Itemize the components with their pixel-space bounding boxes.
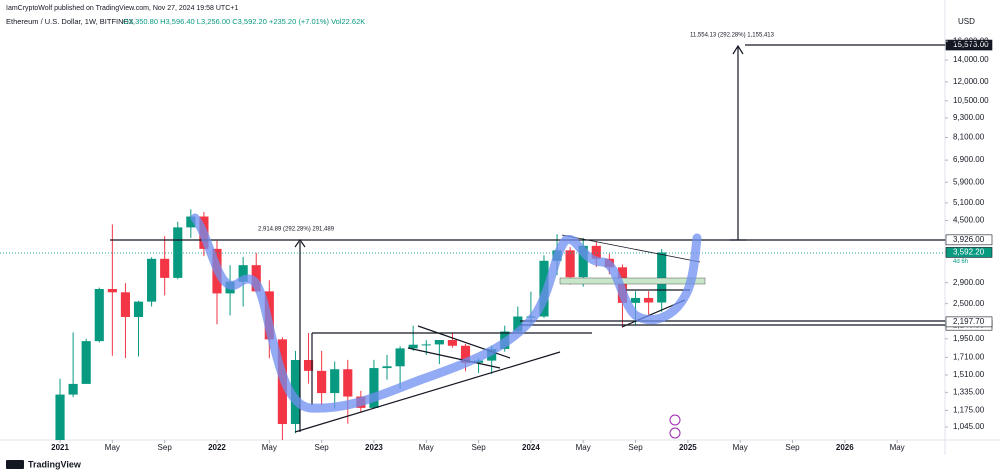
y-tick-label: 1,335.00	[953, 387, 985, 396]
candle-body	[94, 289, 104, 342]
candle-body	[421, 344, 431, 346]
price-tag	[945, 39, 993, 51]
zone	[559, 277, 706, 285]
y-tick-label: 14,000.00	[953, 55, 989, 64]
x-tick-label: May	[890, 443, 905, 452]
x-tick-label: Sep	[158, 443, 173, 452]
y-tick-label: 5,100.00	[953, 198, 985, 207]
y-tick-label: 12,000.00	[953, 77, 989, 86]
candle-body	[408, 344, 418, 349]
event-icon	[669, 427, 681, 439]
x-tick-label: Sep	[471, 443, 486, 452]
x-tick-label: 2024	[522, 443, 540, 452]
trend-line	[407, 347, 501, 369]
candle-body	[447, 340, 458, 346]
x-tick-label: May	[419, 443, 434, 452]
price-tag	[945, 247, 993, 258]
candle-body	[578, 245, 588, 278]
publisher: IamCryptoWolf published on TradingView.c…	[6, 5, 238, 12]
candle-body	[317, 370, 327, 394]
candle-body	[565, 250, 575, 278]
countdown: 4d 6h	[953, 259, 968, 265]
x-tick-label: May	[105, 443, 120, 452]
trend-line	[294, 351, 561, 433]
y-tick-label: 1,045.00	[953, 422, 985, 431]
brand: TradingView	[28, 459, 82, 469]
candle-body	[460, 345, 471, 363]
candle-body	[395, 348, 405, 367]
y-tick-label: 10,500.00	[953, 96, 989, 105]
arrow-head	[294, 238, 306, 248]
x-tick-label: May	[733, 443, 748, 452]
y-tick-label: 1,510.00	[953, 370, 985, 379]
candle-body	[81, 341, 91, 384]
candle-body	[238, 265, 248, 282]
x-tick-label: 2025	[679, 443, 697, 452]
highlight-curve	[190, 213, 702, 413]
y-tick-label: 15,573.00	[953, 40, 989, 49]
candle-body	[160, 258, 170, 278]
drawings	[0, 44, 945, 439]
y-tick-label: 2,500.00	[953, 299, 985, 308]
candle-body	[657, 252, 667, 303]
y-tick-label: 2,900.00	[953, 278, 985, 287]
x-tick-label: May	[262, 443, 277, 452]
candle-body	[290, 360, 301, 425]
x-tick-label: 2026	[836, 443, 854, 452]
arrow-head	[732, 44, 744, 55]
annotation: 11,554.13 (292.28%) 1,155,413	[690, 33, 775, 39]
price-tag	[945, 316, 993, 328]
candle-body	[644, 297, 654, 303]
y-tick-label: 2,197.70	[953, 317, 985, 326]
ohlc: O3,350.80 H3,596.40 L3,256.00 C3,592.20 …	[123, 17, 365, 26]
brand-logo	[6, 460, 24, 469]
candle-body	[107, 289, 117, 293]
candle-body	[147, 258, 157, 302]
y-tick-label: 1,710.00	[953, 352, 985, 361]
candle-body	[513, 316, 523, 332]
y-tick-label: 8,100.00	[953, 133, 985, 142]
candle-body	[330, 369, 340, 394]
candle-body	[434, 340, 444, 345]
price-tag	[945, 234, 993, 246]
candle-body	[630, 297, 641, 303]
x-tick-label: Sep	[628, 443, 643, 452]
x-tick-label: 2021	[51, 443, 69, 452]
candle-body	[303, 360, 314, 371]
chart-title: Ethereum / U.S. Dollar, 1W, BITFINEX	[6, 17, 134, 26]
candle-body	[133, 301, 144, 317]
candle-body	[186, 216, 196, 228]
candle-body	[382, 366, 392, 369]
x-tick-label: Sep	[315, 443, 330, 452]
y-tick-label: 1,175.00	[953, 406, 985, 415]
candle-body	[369, 368, 379, 408]
x-tick-label: Sep	[785, 443, 800, 452]
y-tick-label: 4,500.00	[953, 216, 985, 225]
trend-line	[561, 234, 701, 263]
candle-body	[591, 245, 601, 259]
y-tick-label: 6,900.00	[953, 155, 985, 164]
y-tick-label: 16,000.00	[953, 36, 989, 45]
y-tick-label: 9,300.00	[953, 113, 985, 122]
candle-body	[120, 292, 131, 317]
axis-unit: USD	[958, 17, 975, 26]
x-tick-label: May	[576, 443, 591, 452]
y-tick-label: 1,950.00	[953, 334, 985, 343]
y-tick-label: 3,926.00	[953, 235, 985, 244]
x-tick-label: 2022	[208, 443, 226, 452]
y-tick-label: 5,900.00	[953, 177, 985, 186]
annotation: 2,914.89 (292.28%) 291,489	[258, 227, 335, 233]
x-tick-label: 2023	[365, 443, 383, 452]
y-tick-label: 3,592.20	[953, 248, 985, 257]
candle-body	[343, 369, 353, 397]
event-icon	[669, 414, 681, 426]
candle-body	[55, 394, 65, 440]
candle-body	[68, 383, 78, 395]
